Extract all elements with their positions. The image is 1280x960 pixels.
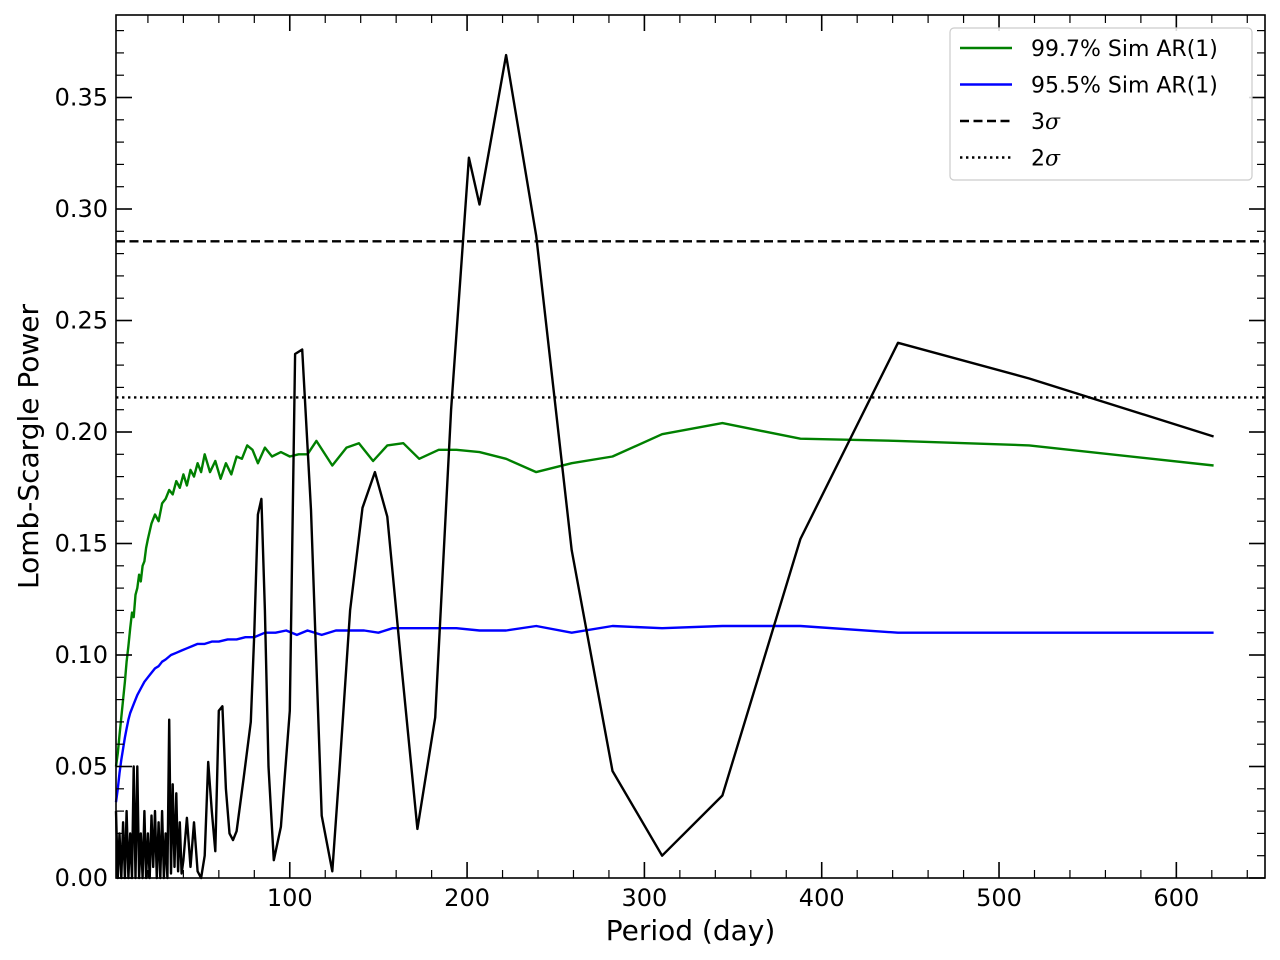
x-tick-label: 500 bbox=[976, 884, 1022, 912]
y-tick-label: 0.00 bbox=[55, 864, 108, 892]
y-tick-label: 0.15 bbox=[55, 530, 108, 558]
legend: 99.7% Sim AR(1) 95.5% Sim AR(1) 3σ 2σ bbox=[949, 27, 1253, 181]
series-99-7-sim-ar1-line bbox=[114, 421, 1214, 767]
y-tick-label: 0.30 bbox=[55, 195, 108, 223]
significance-lines bbox=[116, 240, 1265, 399]
legend-label: 99.7% Sim AR(1) bbox=[1031, 37, 1218, 62]
legend-label: 2σ bbox=[1031, 147, 1061, 172]
legend-label: 3σ bbox=[1031, 110, 1061, 135]
y-tick-label: 0.10 bbox=[55, 641, 108, 669]
series-periodogram-line bbox=[114, 53, 1214, 880]
axis-ticks: 100 200 300 400 500 600 0.00 0.05 0.10 0.15 0.20 0.… bbox=[55, 15, 1265, 912]
y-tick-label: 0.35 bbox=[55, 84, 108, 112]
y-tick-label: 0.05 bbox=[55, 753, 108, 781]
x-axis-label: Period (day) bbox=[606, 914, 776, 947]
y-tick-label: 0.20 bbox=[55, 418, 108, 446]
y-axis-label: Lomb-Scargle Power bbox=[12, 303, 45, 589]
series-layer bbox=[114, 53, 1214, 880]
series-95-5-sim-ar1-line bbox=[114, 624, 1214, 803]
y-tick-label: 0.25 bbox=[55, 307, 108, 335]
plot-frame bbox=[115, 14, 1266, 879]
x-tick-label: 600 bbox=[1153, 884, 1199, 912]
x-tick-label: 400 bbox=[799, 884, 845, 912]
x-tick-label: 100 bbox=[267, 884, 313, 912]
legend-box bbox=[949, 27, 1253, 181]
x-tick-label: 200 bbox=[444, 884, 490, 912]
x-tick-label: 300 bbox=[621, 884, 667, 912]
legend-label: 95.5% Sim AR(1) bbox=[1031, 74, 1218, 99]
